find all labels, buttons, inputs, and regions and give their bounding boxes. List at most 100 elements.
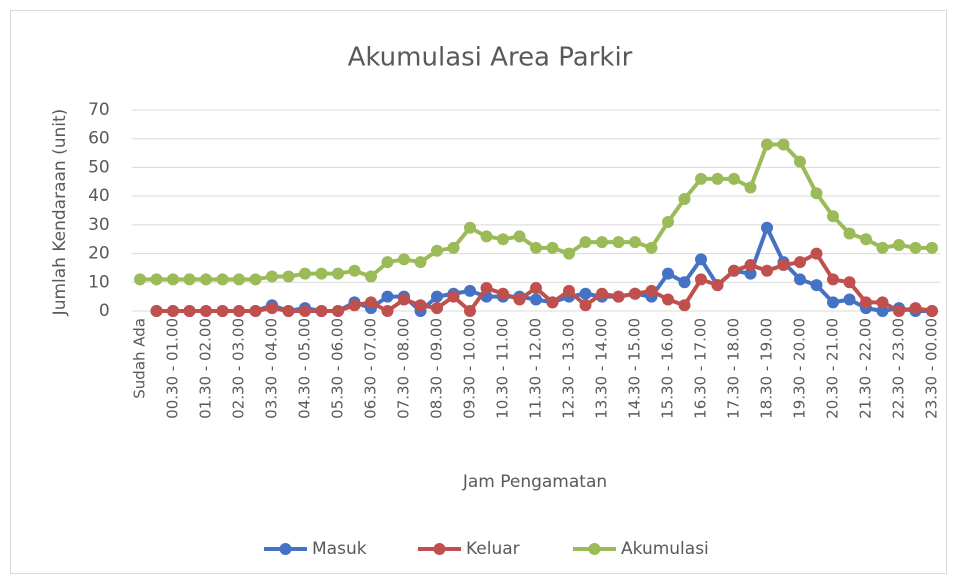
x-tick-label: 05.30 - 06.00 [329, 318, 347, 419]
x-tick-label: 14.30 - 15.00 [626, 318, 644, 419]
x-tick-label: 17.30 - 18.00 [725, 318, 743, 419]
x-tick-label: Sudah Ada [131, 318, 149, 399]
data-point [794, 256, 806, 269]
x-tick-label: 10.30 - 11.00 [494, 318, 512, 419]
data-point [200, 273, 212, 286]
data-point [348, 264, 361, 277]
data-point [381, 305, 394, 317]
y-tick-label: 60 [88, 129, 110, 149]
data-point [315, 305, 328, 317]
data-point [431, 302, 443, 315]
data-point [629, 287, 641, 300]
data-point [662, 267, 674, 280]
data-point [299, 305, 311, 317]
data-point [447, 241, 460, 254]
x-tick-label: 06.30 - 07.00 [362, 318, 380, 419]
data-point [546, 241, 559, 254]
data-point [761, 264, 773, 277]
data-point [464, 221, 476, 234]
data-point [711, 172, 724, 185]
data-point [332, 267, 344, 280]
data-point [876, 305, 889, 317]
data-point [827, 296, 839, 309]
data-point [678, 193, 691, 206]
x-tick-label: 19.30 - 20.00 [791, 318, 809, 419]
data-point [893, 305, 905, 317]
data-point [827, 210, 839, 223]
y-tick-label: 0 [99, 301, 110, 321]
data-point [860, 233, 872, 246]
data-point [365, 296, 377, 309]
data-point [695, 253, 707, 266]
data-point [662, 293, 674, 306]
data-point [150, 273, 163, 286]
data-point [497, 287, 509, 300]
x-axis-title: Jam Pengamatan [462, 472, 607, 492]
data-point [662, 215, 674, 228]
data-point [843, 276, 856, 289]
data-point [711, 279, 724, 292]
data-point [579, 236, 592, 249]
y-tick-label: 10 [88, 272, 110, 292]
data-point [596, 287, 608, 300]
data-point [810, 187, 823, 200]
x-tick-label: 02.30 - 03.00 [230, 318, 248, 419]
data-point [876, 241, 889, 254]
data-point [579, 299, 592, 312]
data-point [216, 305, 229, 317]
data-point [183, 305, 196, 317]
data-point [728, 172, 740, 185]
data-point [645, 284, 658, 297]
data-point [480, 282, 493, 295]
data-point [860, 296, 872, 309]
data-point [167, 305, 179, 317]
data-point [233, 273, 245, 286]
y-tick-label: 30 [88, 215, 110, 235]
data-point [909, 302, 922, 315]
data-point [233, 305, 245, 317]
data-point [513, 230, 526, 243]
x-tick-label: 12.30 - 13.00 [560, 318, 578, 419]
data-point [678, 299, 691, 312]
x-tick-label: 21.30 - 22.00 [857, 318, 875, 419]
data-point [645, 241, 658, 254]
data-point [596, 236, 608, 249]
x-tick-label: 09.30 - 10.00 [461, 318, 479, 419]
data-point [744, 259, 757, 272]
data-point [794, 273, 806, 286]
data-point [414, 256, 427, 269]
data-point [810, 247, 823, 260]
data-point [678, 276, 691, 289]
data-point [398, 293, 410, 306]
data-point [464, 305, 476, 317]
x-tick-label: 13.30 - 14.00 [593, 318, 611, 419]
data-point [843, 293, 856, 306]
data-point [612, 290, 625, 303]
data-point [761, 221, 773, 234]
chart-title: Akumulasi Area Parkir [348, 43, 633, 73]
y-tick-label: 40 [88, 186, 110, 206]
data-point [365, 270, 377, 283]
data-point [629, 236, 641, 249]
legend-marker [433, 543, 446, 555]
data-point [530, 293, 542, 306]
data-point [612, 236, 625, 249]
data-point [926, 241, 938, 254]
data-point [282, 270, 295, 283]
y-axis-title: Jumlah Kendaraan (unit) [50, 109, 70, 317]
data-point [579, 287, 592, 300]
y-tick-label: 50 [88, 157, 110, 177]
x-tick-label: 23.30 - 00.00 [923, 318, 941, 419]
data-point [513, 293, 526, 306]
x-tick-label: 22.30 - 23.00 [890, 318, 908, 419]
data-point [266, 302, 278, 315]
data-point [530, 241, 542, 254]
data-point [315, 267, 328, 280]
data-point [299, 267, 311, 280]
data-point [216, 273, 229, 286]
data-point [398, 253, 410, 266]
y-tick-label: 20 [88, 244, 110, 264]
data-point [332, 305, 344, 317]
data-point [530, 282, 542, 295]
